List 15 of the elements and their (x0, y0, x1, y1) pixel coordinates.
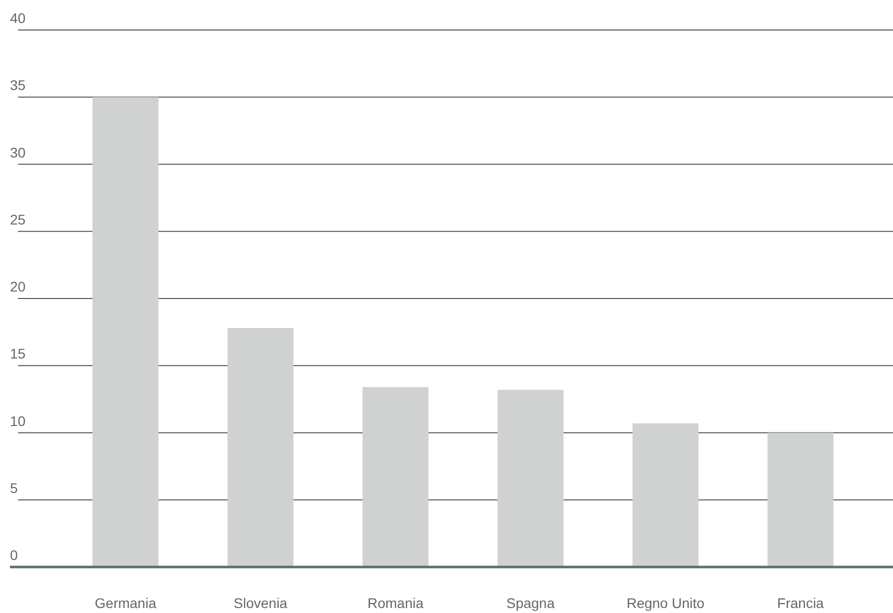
x-tick-label: Slovenia (234, 595, 288, 611)
x-tick-label: Francia (777, 595, 824, 611)
y-tick-label: 25 (10, 211, 26, 228)
y-tick-label: 15 (10, 346, 26, 362)
y-tick-label: 20 (10, 278, 26, 294)
x-tick-label: Germania (94, 595, 156, 611)
y-tick-label: 0 (10, 547, 18, 563)
y-tick-label: 40 (10, 10, 26, 26)
y-tick-label: 35 (10, 77, 26, 94)
x-tick-label: Spagna (506, 595, 555, 611)
y-tick-label: 10 (10, 412, 26, 429)
y-tick-label: 5 (10, 480, 18, 496)
x-tick-label: Regno Unito (626, 595, 705, 611)
x-tick-label: Romania (367, 595, 424, 611)
y-tick-label: 30 (10, 144, 26, 160)
